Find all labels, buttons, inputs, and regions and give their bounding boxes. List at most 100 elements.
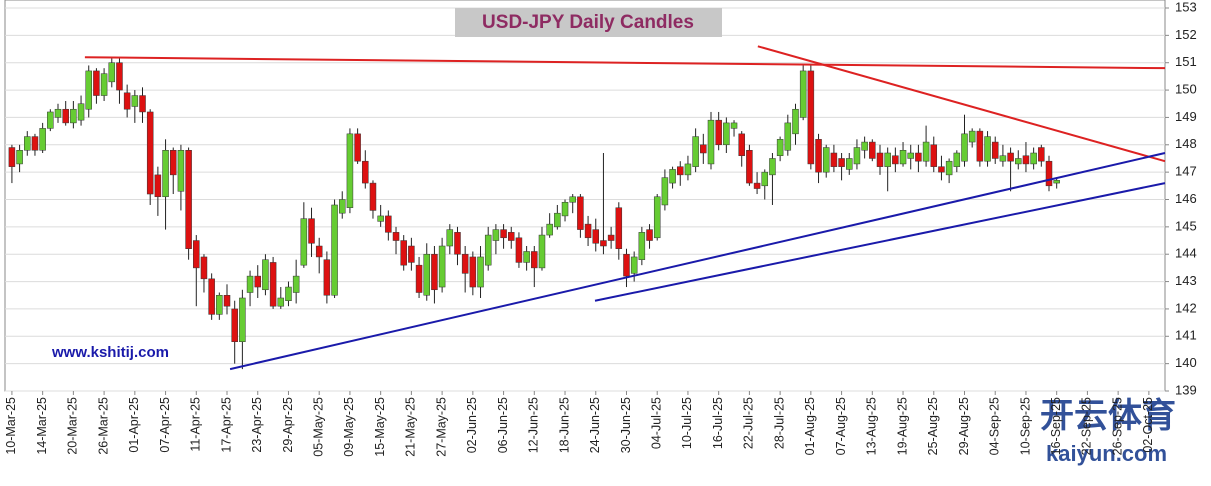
candle-body xyxy=(561,201,569,217)
candle-body xyxy=(915,152,922,162)
candle-body xyxy=(185,150,192,249)
y-tick-label: 148 xyxy=(1175,136,1197,151)
candle-body xyxy=(346,133,354,208)
watermark: 开云体育 xyxy=(1040,397,1176,435)
candle-body xyxy=(746,150,753,184)
y-tick-label: 139 xyxy=(1175,382,1197,397)
candle-body xyxy=(922,141,930,162)
x-tick-label: 16-Jul-25 xyxy=(711,397,725,449)
watermark: www.kshitij.com xyxy=(51,344,169,361)
candle-body xyxy=(738,133,745,156)
candle-body xyxy=(1015,158,1022,165)
plot-frame xyxy=(4,0,1166,392)
x-tick-label: 10-Sep-25 xyxy=(1018,397,1032,455)
candle-body xyxy=(684,163,692,176)
chart-title: USD-JPY Daily Candles xyxy=(482,12,694,33)
candle-body xyxy=(1038,147,1045,162)
candle-body xyxy=(300,218,308,266)
candle-body xyxy=(308,218,315,244)
x-tick-label: 04-Sep-25 xyxy=(988,397,1002,455)
candle-body xyxy=(807,70,815,165)
x-tick-label: 09-May-25 xyxy=(342,397,356,457)
candle-body xyxy=(1053,180,1060,184)
candle-body xyxy=(423,253,430,296)
candle-body xyxy=(461,253,469,274)
y-tick-label: 151 xyxy=(1175,54,1197,69)
candle-body xyxy=(1007,152,1014,162)
candle-body xyxy=(546,223,553,236)
candle-body xyxy=(93,70,100,96)
x-tick-label: 05-May-25 xyxy=(311,397,325,457)
candle-body xyxy=(723,122,730,146)
trendline xyxy=(229,152,1166,371)
x-tick-label: 02-Jun-25 xyxy=(465,397,479,453)
candle-body xyxy=(515,237,523,263)
candle-body xyxy=(77,103,85,121)
candle-body xyxy=(62,108,69,124)
candle-body xyxy=(876,152,884,167)
y-tick-label: 153 xyxy=(1175,0,1197,14)
candle-body xyxy=(454,232,461,255)
candle-body xyxy=(47,111,54,129)
candle-body xyxy=(623,253,630,277)
marks xyxy=(8,57,1060,370)
candle-body xyxy=(231,308,238,343)
y-tick-label: 152 xyxy=(1175,27,1197,42)
x-tick-label: 13-Aug-25 xyxy=(865,397,879,455)
x-tick-label: 25-Aug-25 xyxy=(926,397,940,455)
candle-body xyxy=(100,73,108,96)
x-tick-label: 22-Jul-25 xyxy=(742,397,756,449)
candle-body xyxy=(853,147,861,165)
candle-body xyxy=(707,119,715,165)
candle-body xyxy=(154,174,162,198)
candle-body xyxy=(677,166,684,176)
x-tick-label: 01-Apr-25 xyxy=(127,397,141,453)
candle-body xyxy=(246,275,254,293)
candle-body xyxy=(208,278,215,315)
candle-body xyxy=(861,141,868,151)
candle-body xyxy=(584,223,592,239)
candle-body xyxy=(54,108,62,118)
candle-body xyxy=(16,150,23,165)
candle-body xyxy=(354,133,361,162)
title-box xyxy=(455,8,722,37)
x-tick-label: 10-Mar-25 xyxy=(4,397,18,455)
candle-body xyxy=(838,158,845,167)
y-tick-label: 141 xyxy=(1175,328,1197,343)
candle-body xyxy=(193,240,200,269)
candle-body xyxy=(108,62,116,83)
watermark: kaiyun.com xyxy=(1046,441,1167,466)
candle-body xyxy=(292,275,300,293)
x-tick-label: 29-Apr-25 xyxy=(281,397,295,453)
candle-body xyxy=(784,122,792,151)
candle-body xyxy=(239,297,246,343)
candle-body xyxy=(661,177,669,206)
candle-body xyxy=(438,245,446,288)
x-tick-label: 07-Aug-25 xyxy=(834,397,848,455)
candle-body xyxy=(362,160,369,184)
candle-body xyxy=(446,229,454,247)
candle-body xyxy=(24,136,31,151)
candle-body xyxy=(968,130,976,143)
candle-body xyxy=(769,158,776,176)
candle-body xyxy=(607,234,615,241)
candle-body xyxy=(431,253,438,291)
candle-body xyxy=(630,256,638,274)
candle-body xyxy=(930,144,938,167)
candle-body xyxy=(315,245,323,258)
candle-body xyxy=(792,108,799,135)
candle-body xyxy=(577,196,584,230)
candle-body xyxy=(592,229,600,244)
candle-body xyxy=(415,264,423,293)
candle-body xyxy=(815,139,822,173)
y-tick-label: 149 xyxy=(1175,109,1197,124)
trendline xyxy=(757,45,1166,163)
candle-body xyxy=(500,229,507,239)
candle-body xyxy=(600,240,607,247)
y-tick-label: 147 xyxy=(1175,164,1197,179)
candle-body xyxy=(385,215,392,233)
candle-body xyxy=(700,144,707,154)
trendline xyxy=(594,182,1166,302)
candle-body xyxy=(116,62,123,91)
